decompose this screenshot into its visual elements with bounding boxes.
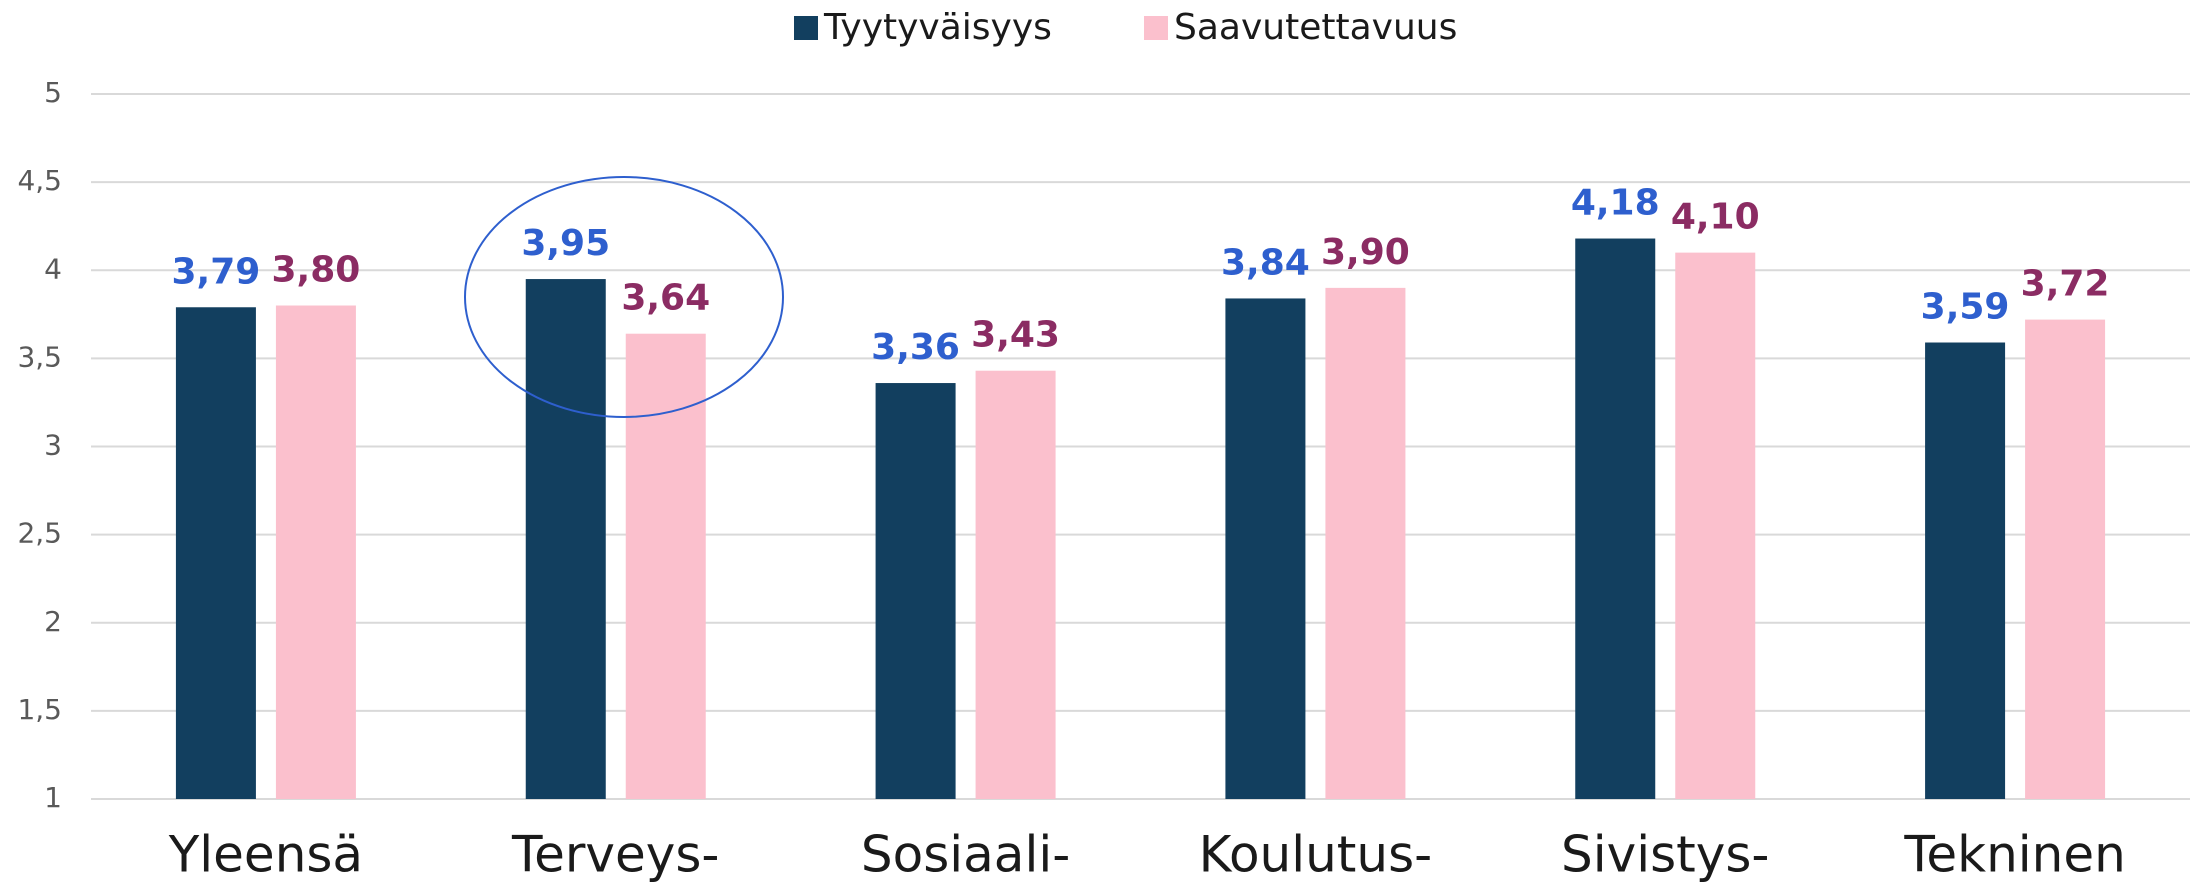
value-label: 4,10 — [1671, 197, 1760, 238]
highlight-ellipse — [464, 176, 784, 418]
bar — [275, 305, 356, 799]
legend-swatch — [1144, 16, 1168, 40]
value-label: 3,90 — [1321, 232, 1410, 273]
x-tick-label: Sivistys- — [1561, 826, 1769, 882]
bar — [875, 383, 956, 799]
bar — [1575, 238, 1656, 799]
value-label: 3,36 — [871, 327, 960, 368]
bar — [1925, 342, 2006, 799]
y-tick-label: 2 — [44, 605, 62, 638]
value-label: 3,79 — [172, 251, 261, 292]
bar — [975, 370, 1056, 799]
y-tick-label: 4,5 — [17, 164, 62, 197]
y-tick-label: 5 — [44, 76, 62, 109]
bar — [2025, 319, 2106, 799]
value-label: 3,84 — [1221, 242, 1310, 283]
value-label: 3,59 — [1921, 287, 2010, 328]
y-tick-label: 1 — [44, 781, 62, 814]
value-label: 3,64 — [621, 278, 710, 319]
y-tick-label: 2,5 — [17, 517, 62, 550]
legend-swatch — [794, 16, 818, 40]
legend-label: Saavutettavuus — [1174, 7, 1457, 48]
bar — [175, 307, 256, 799]
legend-label: Tyytyväisyys — [823, 7, 1052, 48]
value-label: 3,72 — [2021, 264, 2110, 305]
y-tick-label: 4 — [44, 252, 62, 285]
bar — [525, 279, 606, 799]
value-label: 4,18 — [1571, 183, 1660, 224]
x-tick-label: Tekninen — [1903, 826, 2125, 882]
x-tick-label: Sosiaali- — [861, 826, 1070, 882]
x-tick-label: Terveys- — [511, 826, 719, 882]
y-tick-label: 3,5 — [17, 340, 62, 373]
bar — [1225, 298, 1306, 799]
bar — [625, 333, 706, 799]
value-label: 3,95 — [521, 223, 610, 264]
x-tick-label: Yleensä — [168, 826, 363, 882]
y-tick-label: 3 — [44, 429, 62, 462]
x-tick-label: Koulutus- — [1199, 826, 1433, 882]
value-label: 3,43 — [971, 315, 1060, 356]
bar — [1325, 287, 1406, 799]
value-label: 3,80 — [272, 250, 361, 291]
y-tick-label: 1,5 — [17, 693, 62, 726]
bar — [1675, 252, 1756, 799]
